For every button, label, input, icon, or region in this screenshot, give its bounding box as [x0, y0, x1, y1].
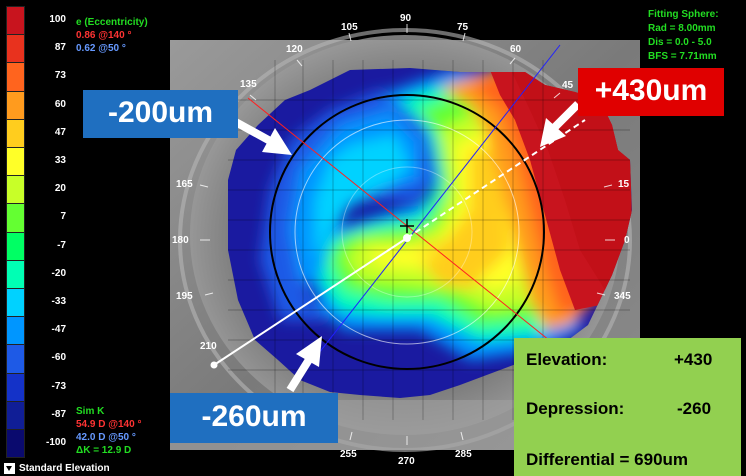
summary-box: Elevation: +430 Depression: -260 Differe…: [514, 338, 741, 476]
eccentricity-label: e (Eccentricity): [76, 17, 148, 28]
angle-15-label: 15: [618, 179, 630, 190]
elevation-value: +430: [674, 350, 713, 369]
callout-minus260: -260um: [170, 393, 338, 443]
scale-label: -73: [51, 380, 66, 392]
simk-label: Sim K: [76, 406, 105, 417]
angle-270-label: 270: [398, 456, 415, 467]
callout-minus200: -200um: [83, 90, 238, 138]
angle-120-label: 120: [286, 44, 303, 55]
eccentricity-red: 0.86 @140 °: [76, 30, 132, 41]
simk-blue: 42.0 D @50 °: [76, 432, 136, 443]
angle-60-label: 60: [510, 44, 522, 55]
scale-label: -47: [51, 324, 66, 336]
map-type-selector[interactable]: Standard Elevation: [0, 462, 170, 476]
scale-label: -60: [51, 352, 66, 364]
blue-meridian-line: [289, 44, 561, 391]
scale-label: 33: [54, 155, 66, 166]
scale-label: -7: [57, 239, 66, 251]
scale-label: 100: [49, 14, 66, 25]
fitting-sphere-dis: Dis = 0.0 - 5.0: [648, 37, 712, 48]
white-dashed-line: [406, 119, 586, 239]
angle-345-label: 345: [614, 291, 631, 302]
simk-red: 54.9 D @140 °: [76, 419, 142, 430]
differential-text: Differential = 690um: [526, 450, 689, 469]
angle-45-label: 45: [562, 80, 574, 91]
angle-105-label: 105: [341, 22, 358, 33]
angle-75-label: 75: [457, 22, 469, 33]
scale-swatch: [6, 429, 25, 459]
fitting-sphere-bfs: BFS = 7.71mm: [648, 51, 717, 62]
scale-label: -100: [45, 437, 66, 448]
scale-label: -20: [51, 267, 66, 279]
scale-label: 47: [54, 126, 66, 138]
simk-delta: ΔK = 12.9 D: [76, 445, 132, 456]
white-radius-line: [213, 237, 408, 366]
scale-label: 20: [54, 183, 66, 195]
map-type-label: Standard Elevation: [19, 463, 110, 474]
elevation-label: Elevation:: [526, 350, 608, 369]
angle-255-label: 255: [340, 449, 357, 460]
angle-180-label: 180: [172, 235, 189, 246]
vertex-marker: [403, 234, 411, 242]
scale-label: 60: [54, 98, 66, 110]
angle-135-label: 135: [240, 79, 257, 90]
angle-165-label: 165: [176, 179, 193, 190]
scale-label: -33: [51, 296, 66, 307]
fitting-sphere-rad: Rad = 8.00mm: [648, 23, 716, 34]
scale-label: 73: [54, 70, 66, 82]
scale-label: -87: [51, 408, 66, 420]
color-scale: 100 87 73 60 47 33 20 7 -7 -20 -33 -47 -60 -73 -87 -100: [0, 0, 67, 462]
eccentricity-blue: 0.62 @50 °: [76, 43, 126, 54]
angle-210-label: 210: [200, 341, 217, 352]
callout-plus430: +430um: [578, 68, 724, 116]
scale-label: 87: [54, 42, 66, 54]
depression-value: -260: [677, 399, 712, 418]
angle-195-label: 195: [176, 291, 193, 302]
scale-label: 7: [60, 211, 66, 223]
angle-285-label: 285: [455, 449, 472, 460]
angle-90-label: 90: [400, 13, 412, 24]
fitting-sphere-title: Fitting Sphere:: [648, 9, 719, 20]
angle-0-label: 0: [624, 235, 630, 246]
outer-circle: [269, 94, 545, 370]
inner-circle: [294, 119, 520, 345]
dropdown-arrow-icon[interactable]: [4, 463, 15, 474]
callout-arrows: [230, 101, 581, 393]
depression-label: Depression:: [526, 399, 625, 418]
